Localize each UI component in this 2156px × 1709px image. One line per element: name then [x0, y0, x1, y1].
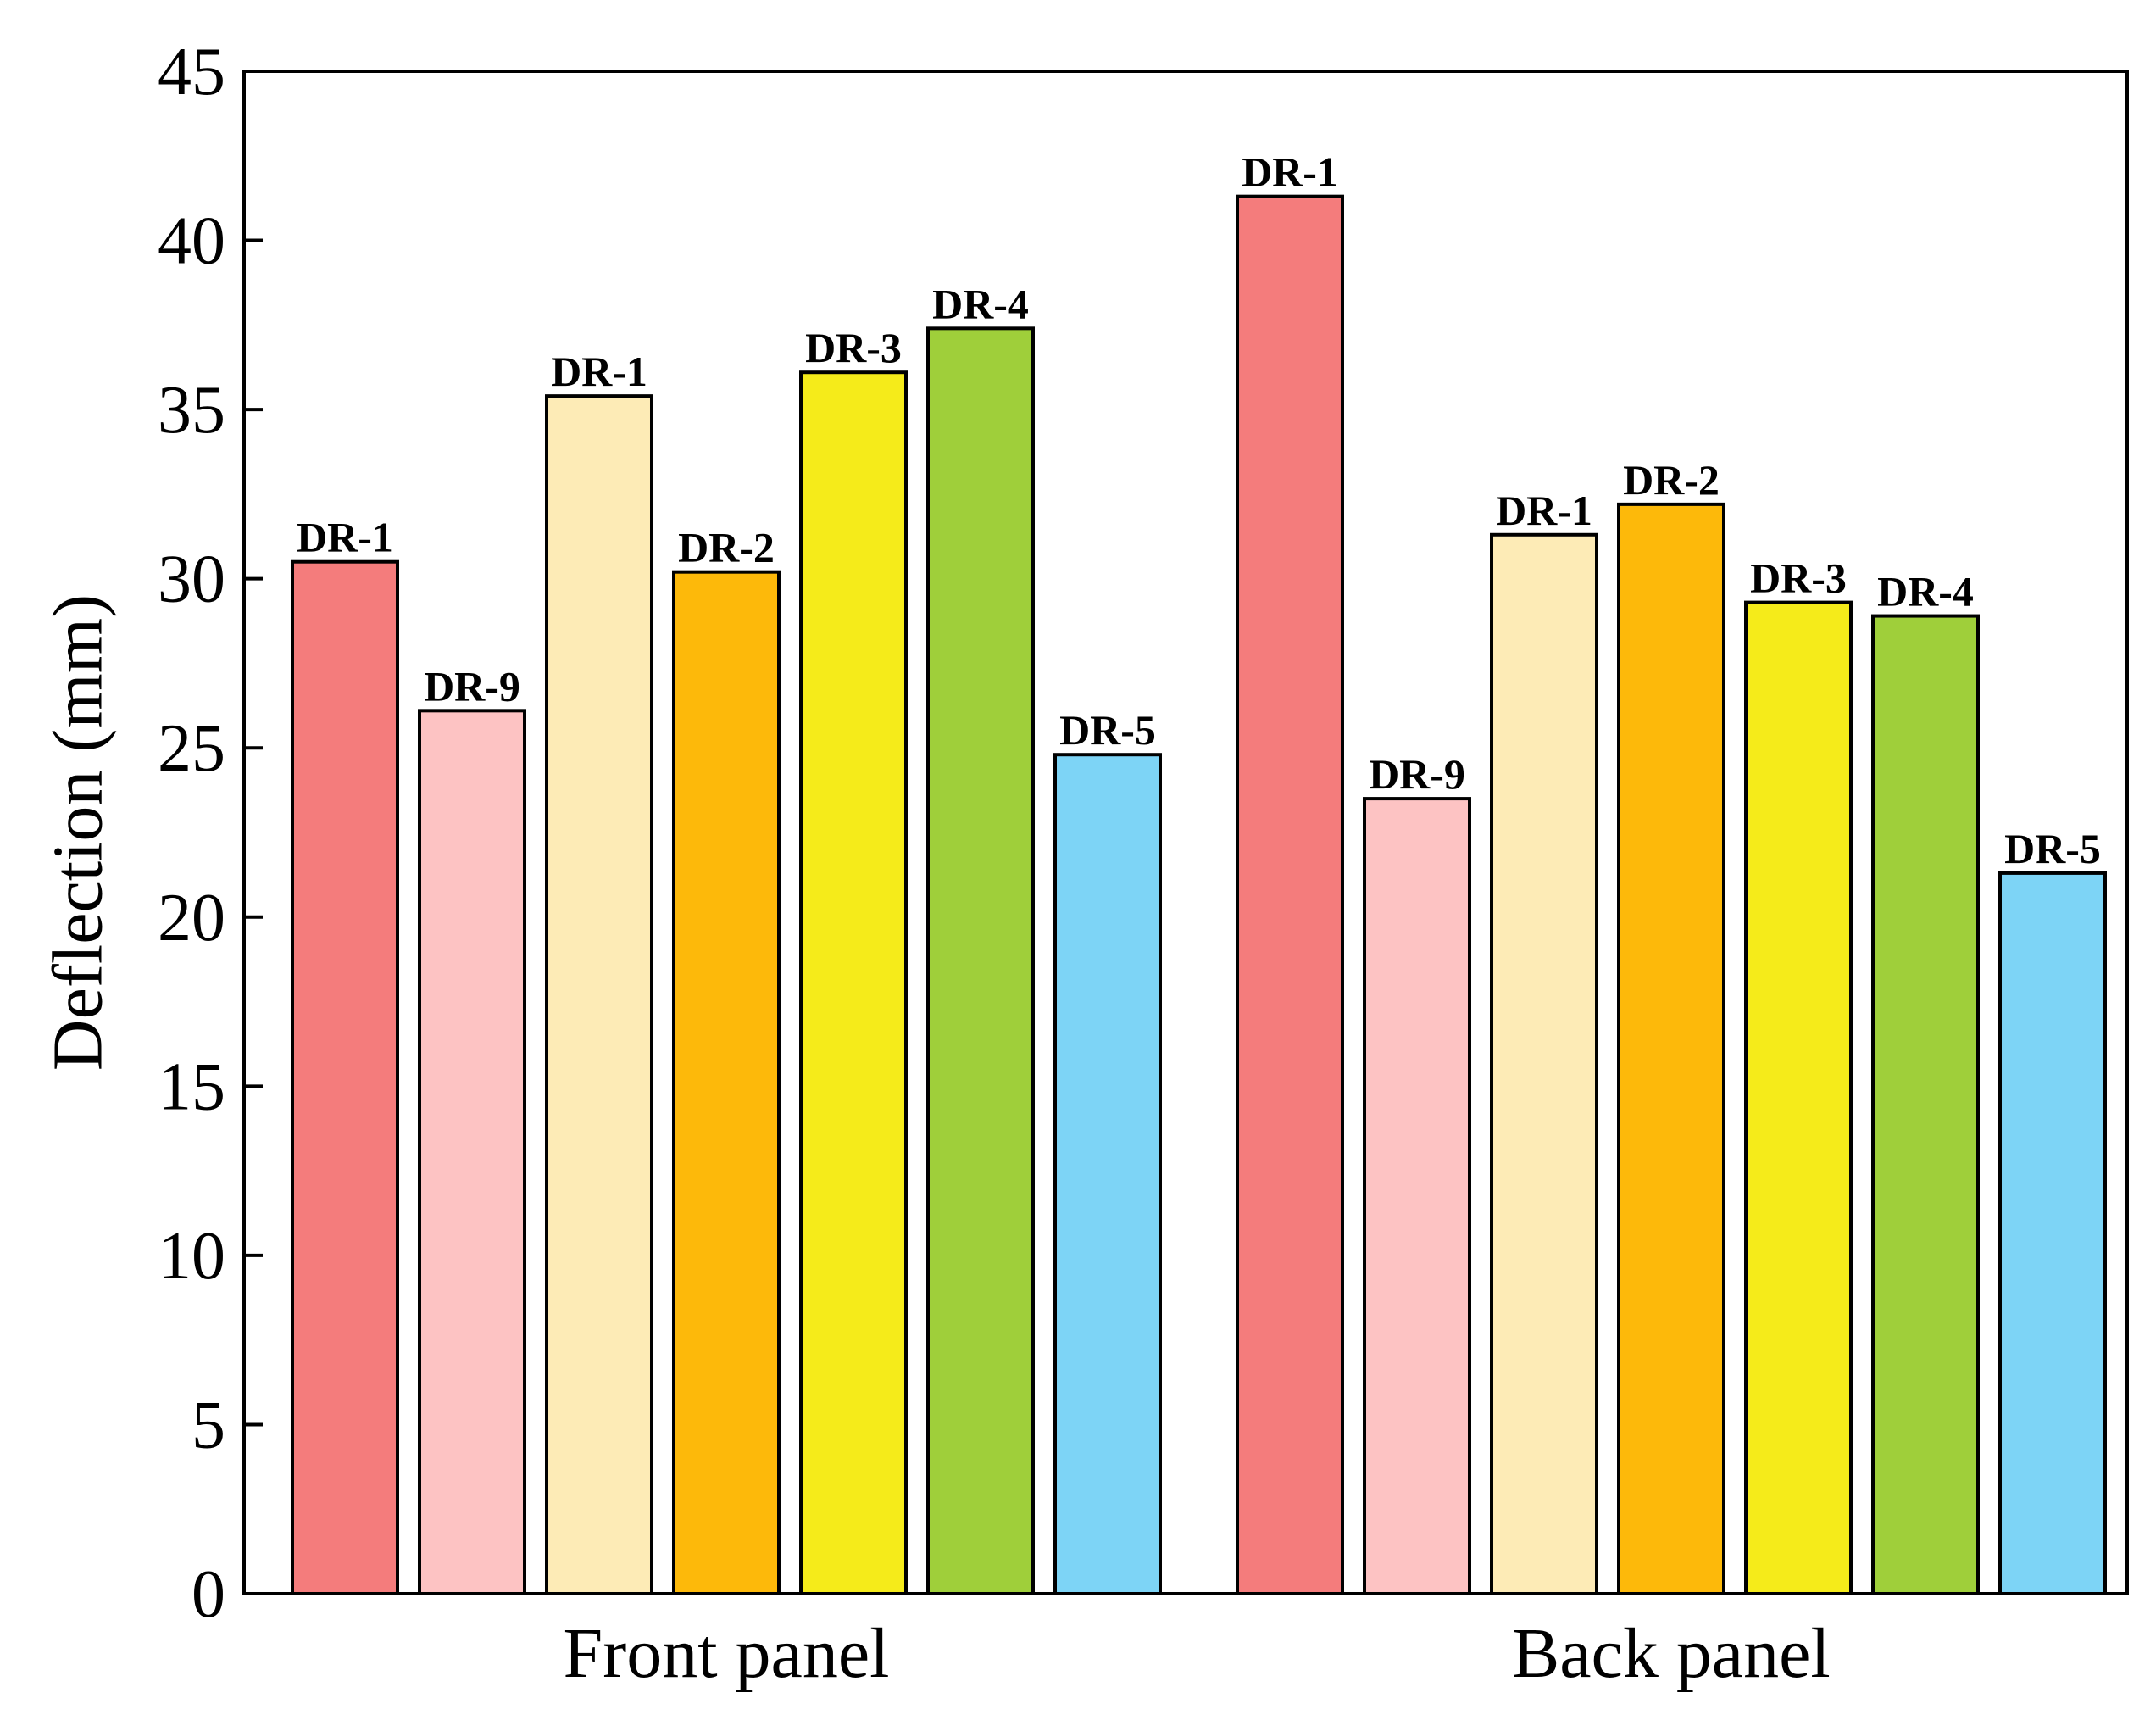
x-group-label: Back panel [1512, 1614, 1831, 1693]
bar-data-label: DR-9 [424, 662, 520, 710]
y-tick-label: 45 [158, 35, 225, 109]
bar-front-panel-dr-4 [926, 326, 1035, 1595]
bar-back-panel-dr-3 [1744, 600, 1853, 1595]
bar-labels-layer: DR-1 DR-9 DR-1 DR-2 DR-3 DR-4 DR-5 DR-1 DR-9 DR-1… [297, 148, 2101, 872]
bar-data-label: DR-5 [2004, 825, 2101, 872]
bar-data-label: DR-3 [1750, 554, 1847, 602]
bar-data-label: DR-5 [1059, 706, 1156, 754]
y-tick-label: 0 [192, 1557, 225, 1632]
x-axis-group-labels: Front panel Back panel [564, 1614, 1831, 1693]
bar-front-panel-dr-1 [545, 394, 653, 1596]
bar-data-label: DR-1 [1242, 148, 1338, 196]
bar-back-panel-dr-4 [1871, 614, 1980, 1596]
y-tick-label: 40 [158, 204, 225, 279]
bar-data-label: DR-1 [1496, 487, 1592, 534]
bar-back-panel-dr-9 [1363, 797, 1471, 1595]
bar-data-label: DR-2 [678, 524, 775, 571]
y-tick-label: 25 [158, 711, 225, 786]
bar-front-panel-dr-3 [799, 370, 908, 1596]
x-group-label: Front panel [564, 1614, 890, 1693]
bar-back-panel-dr-1 [1490, 532, 1598, 1595]
y-tick-label: 10 [158, 1219, 225, 1294]
bar-data-label: DR-4 [1877, 568, 1974, 615]
y-tick-label: 15 [158, 1049, 225, 1124]
plot-frame [242, 70, 2129, 1595]
y-tick-label: 5 [192, 1388, 225, 1462]
bar-data-label: DR-1 [297, 514, 393, 561]
bar-front-panel-dr-2 [672, 570, 781, 1595]
bar-front-panel-dr-9 [418, 709, 526, 1596]
y-tick-label: 30 [158, 543, 225, 617]
y-axis-ticks: 0 5 10 15 20 25 30 35 40 45 [158, 35, 263, 1632]
bar-data-label: DR-3 [805, 324, 902, 371]
bar-data-label: DR-2 [1623, 456, 1720, 504]
bar-back-panel-dr-2 [1617, 502, 1725, 1596]
y-tick-label: 20 [158, 881, 225, 955]
bar-back-panel-dr-1 [1236, 194, 1344, 1595]
bar-data-label: DR-1 [551, 348, 647, 395]
bars-layer [291, 194, 2107, 1596]
y-tick-label: 35 [158, 373, 225, 448]
bar-data-label: DR-4 [932, 280, 1029, 327]
y-axis-title: Deflection (mm) [39, 594, 118, 1071]
bar-front-panel-dr-5 [1053, 753, 1162, 1595]
bar-back-panel-dr-5 [1998, 871, 2107, 1595]
bar-data-label: DR-9 [1369, 750, 1465, 798]
bar-front-panel-dr-1 [291, 559, 399, 1596]
